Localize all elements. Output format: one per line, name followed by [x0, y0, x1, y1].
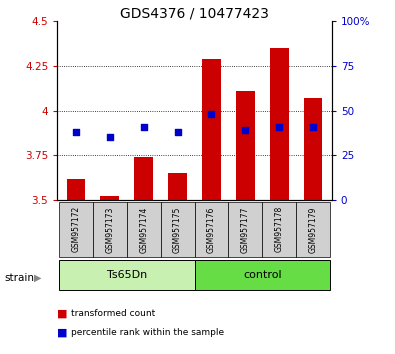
Point: [276, 124, 282, 130]
Text: transformed count: transformed count: [71, 309, 155, 318]
Bar: [161, 202, 195, 257]
Text: ■: ■: [57, 308, 68, 318]
Text: GSM957175: GSM957175: [173, 206, 182, 252]
Point: [73, 129, 79, 135]
Bar: [304, 98, 322, 200]
Text: percentile rank within the sample: percentile rank within the sample: [71, 328, 224, 337]
Text: GSM957173: GSM957173: [105, 206, 114, 252]
Bar: [236, 91, 255, 200]
Title: GDS4376 / 10477423: GDS4376 / 10477423: [120, 6, 269, 20]
Point: [107, 135, 113, 140]
Text: ▶: ▶: [34, 273, 41, 283]
Text: Ts65Dn: Ts65Dn: [107, 270, 147, 280]
Bar: [228, 202, 262, 257]
Point: [310, 124, 316, 130]
Bar: [59, 260, 195, 290]
Bar: [67, 178, 85, 200]
Point: [208, 112, 214, 117]
Point: [141, 124, 147, 130]
Text: GSM957177: GSM957177: [241, 206, 250, 252]
Text: strain: strain: [4, 273, 34, 283]
Bar: [270, 48, 289, 200]
Text: GSM957172: GSM957172: [71, 206, 81, 252]
Point: [175, 129, 181, 135]
Text: GSM957176: GSM957176: [207, 206, 216, 252]
Text: ■: ■: [57, 328, 68, 338]
Bar: [100, 196, 119, 200]
Bar: [296, 202, 330, 257]
Point: [242, 127, 248, 133]
Bar: [127, 202, 161, 257]
Text: control: control: [243, 270, 282, 280]
Bar: [134, 157, 153, 200]
Bar: [59, 202, 93, 257]
Bar: [202, 59, 221, 200]
Text: GSM957178: GSM957178: [275, 206, 284, 252]
Bar: [93, 202, 127, 257]
Bar: [195, 260, 330, 290]
Bar: [262, 202, 296, 257]
Bar: [168, 173, 187, 200]
Text: GSM957179: GSM957179: [308, 206, 318, 252]
Text: GSM957174: GSM957174: [139, 206, 148, 252]
Bar: [195, 202, 228, 257]
